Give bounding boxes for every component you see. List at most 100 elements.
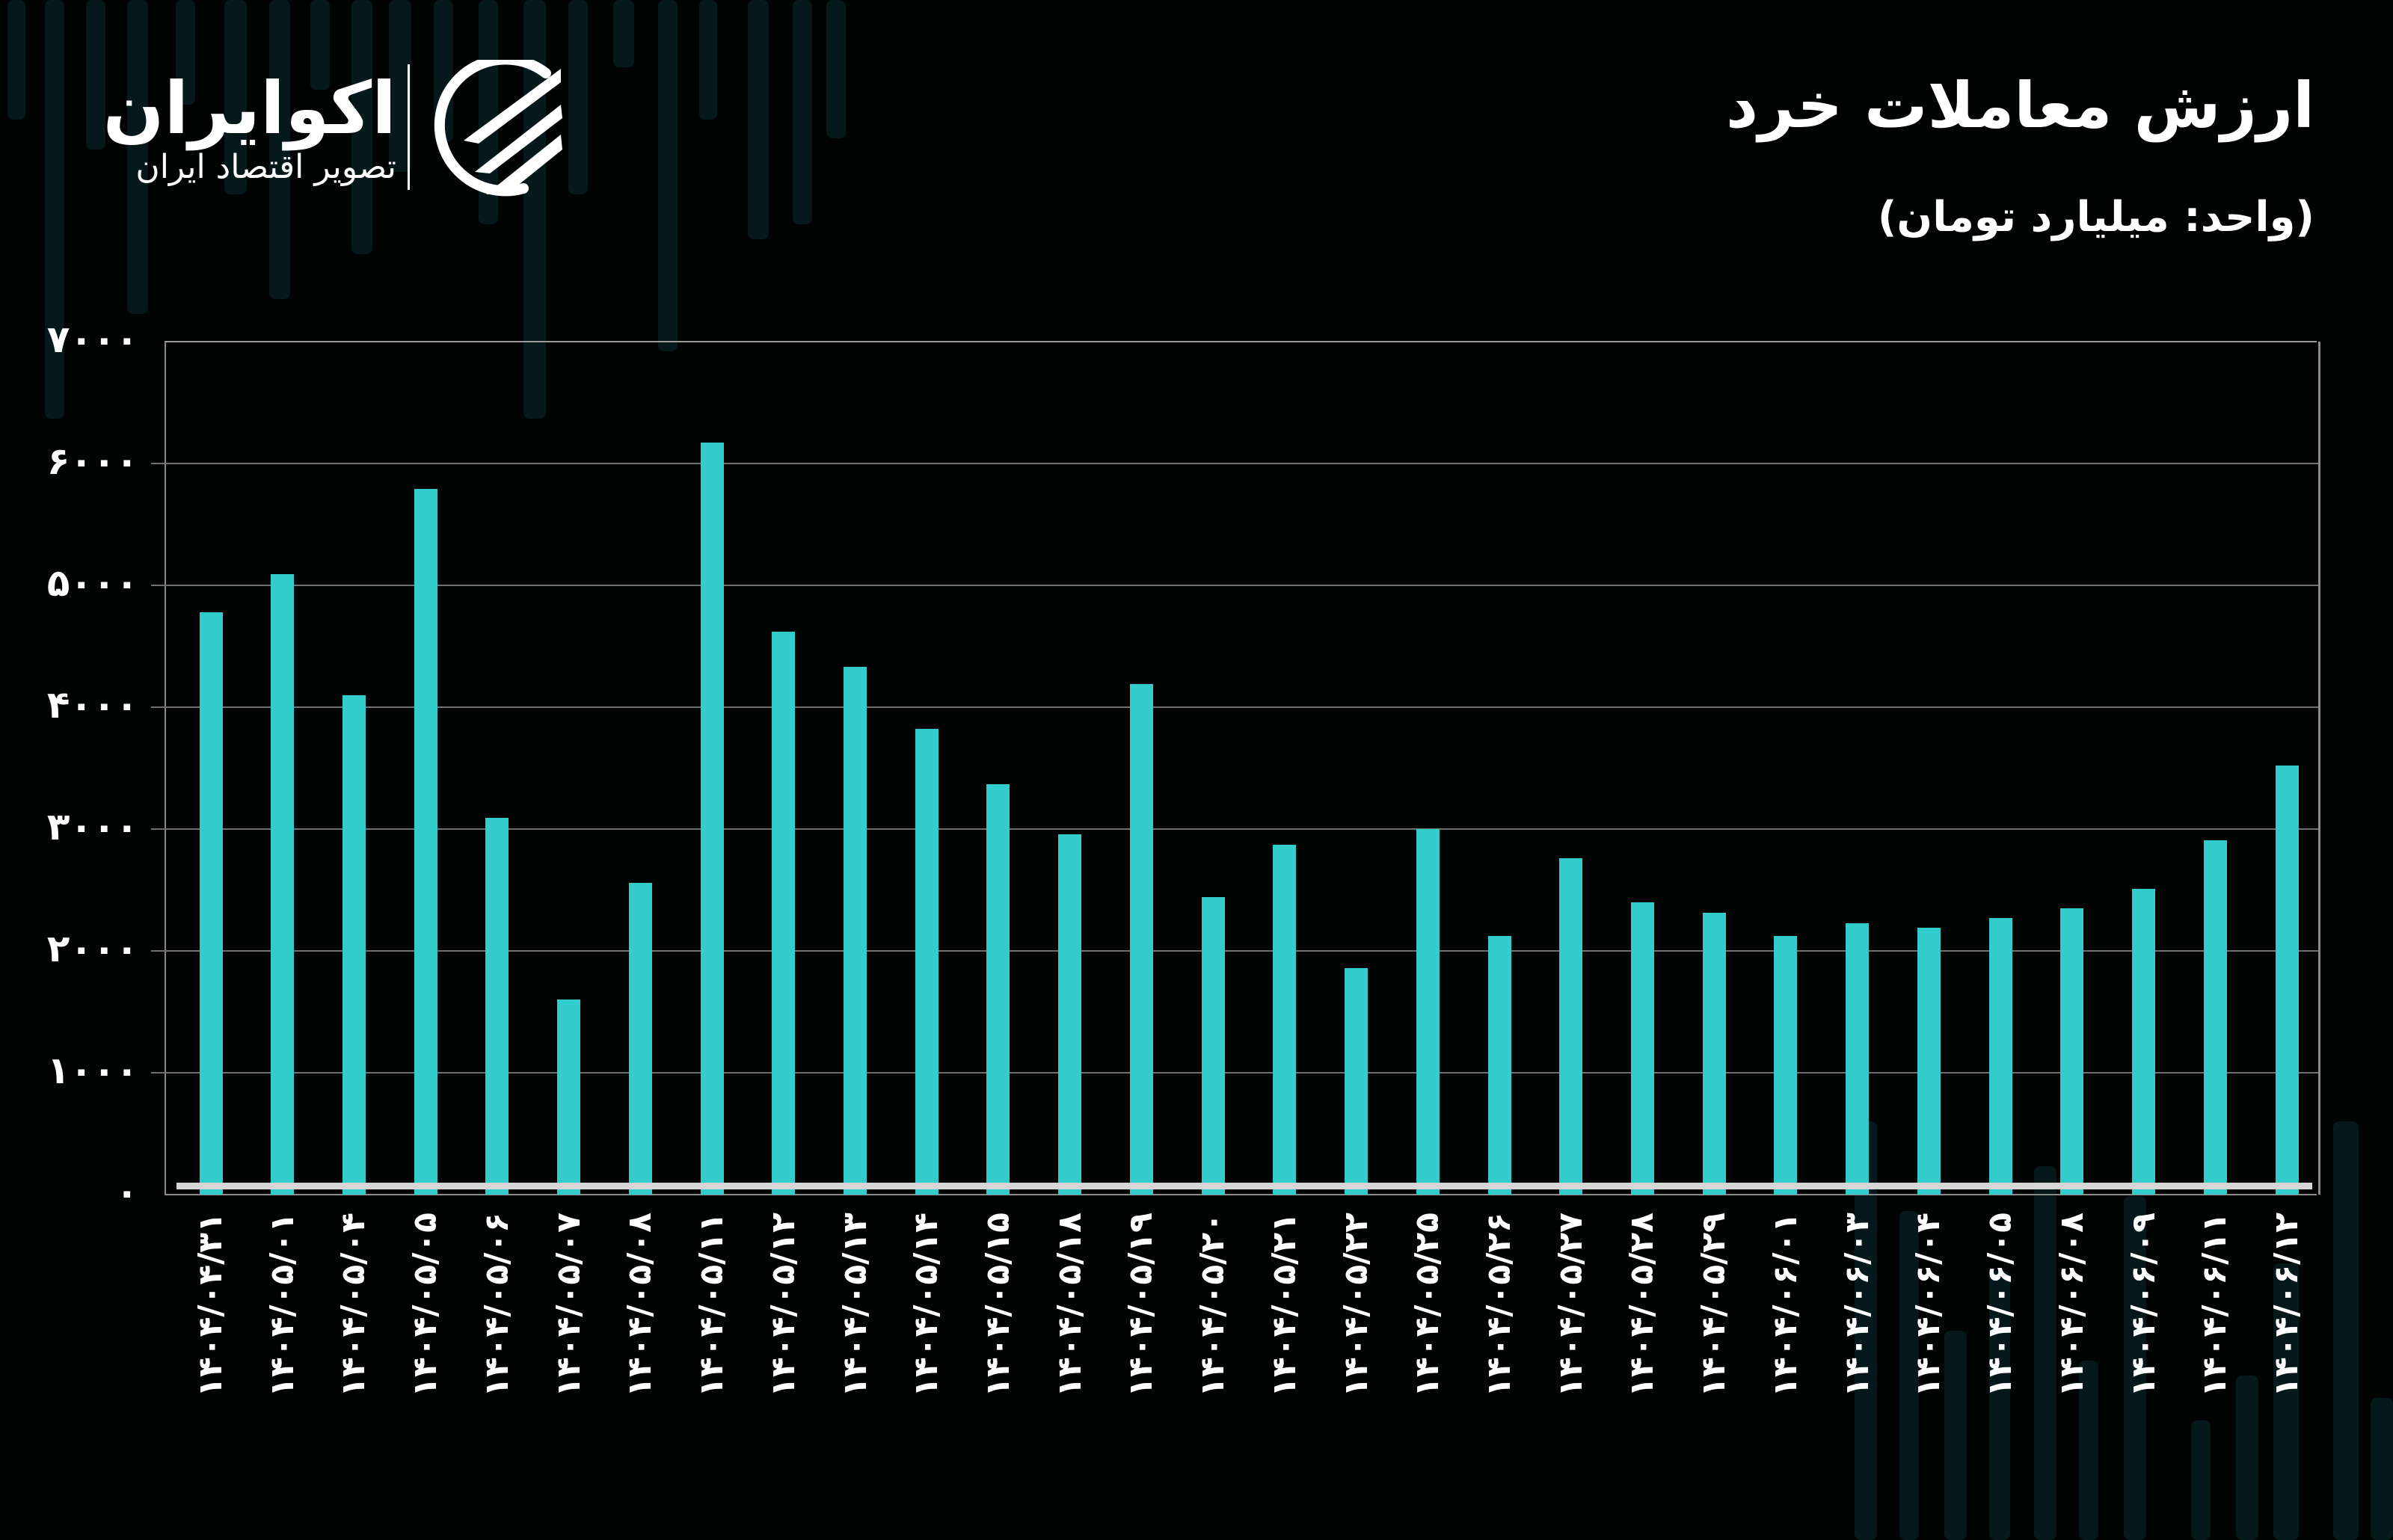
bar: [2132, 888, 2156, 1195]
decorative-bar: [2236, 1376, 2258, 1540]
y-tick-label: ۷۰۰۰: [46, 318, 138, 361]
y-tick-label: ۴۰۰۰: [46, 683, 138, 727]
gridline: [151, 950, 2318, 952]
plot-top-border: [165, 341, 2317, 342]
gridline: [151, 1072, 2318, 1074]
bar: [1345, 967, 1368, 1195]
bar: [1917, 928, 1941, 1195]
y-tick-label: ۰: [115, 1171, 138, 1214]
decorative-bar: [127, 0, 148, 314]
bar: [1201, 897, 1225, 1195]
bar: [2203, 840, 2227, 1195]
bar: [1058, 834, 1082, 1195]
bar: [1846, 923, 1870, 1195]
decorative-bar: [748, 0, 769, 239]
logo-wordmark: اکوایران: [102, 67, 396, 150]
bar: [1630, 902, 1654, 1195]
x-tick-label: ۱۴۰۴/۰۶/۰۳: [1837, 1213, 1876, 1397]
decorative-bar: [2079, 1361, 2098, 1540]
gridline: [151, 706, 2318, 708]
x-tick-label: ۱۴۰۴/۰۵/۱۱: [692, 1213, 731, 1397]
x-tick-label: ۱۴۰۴/۰۵/۰۱: [262, 1213, 301, 1397]
x-tick-label: ۱۴۰۴/۰۴/۳۱: [191, 1213, 230, 1397]
decorative-bar: [2371, 1398, 2393, 1540]
x-tick-label: ۱۴۰۴/۰۵/۲۹: [1695, 1213, 1733, 1397]
decorative-bar: [1989, 1271, 2010, 1540]
bar: [2060, 908, 2084, 1195]
decorative-bar: [7, 0, 25, 120]
y-tick-label: ۳۰۰۰: [46, 805, 138, 848]
decorative-bar: [224, 0, 247, 194]
y-tick-label: ۶۰۰۰: [46, 440, 138, 483]
bar: [199, 612, 223, 1195]
bar: [1129, 684, 1153, 1195]
decorative-bar: [1899, 1211, 1919, 1540]
decorative-bar: [2333, 1121, 2359, 1540]
ecoiran-logo-icon: [434, 60, 562, 197]
bar: [1416, 829, 1440, 1195]
bar: [485, 818, 509, 1195]
x-tick-label: ۱۴۰۴/۰۵/۲۰: [1194, 1213, 1232, 1397]
bar: [628, 882, 652, 1195]
decorative-bar: [1944, 1331, 1967, 1540]
x-tick-label: ۱۴۰۴/۰۵/۱۳: [835, 1213, 874, 1397]
y-tick-label: ۱۰۰۰: [46, 1049, 138, 1092]
x-tick-label: ۱۴۰۴/۰۵/۱۴: [907, 1213, 946, 1397]
decorative-bar: [269, 0, 290, 299]
x-tick-label: ۱۴۰۴/۰۵/۱۹: [1122, 1213, 1161, 1397]
bar: [1559, 858, 1583, 1195]
decorative-bar: [2034, 1166, 2056, 1540]
logo-divider: [408, 64, 410, 190]
bar: [772, 631, 796, 1195]
x-tick-label: ۱۴۰۴/۰۵/۱۵: [978, 1213, 1017, 1397]
gridline: [151, 585, 2318, 586]
decorative-bar: [826, 0, 846, 138]
x-tick-label: ۱۴۰۴/۰۶/۰۸: [2052, 1213, 2091, 1397]
x-tick-label: ۱۴۰۴/۰۶/۱۱: [2196, 1213, 2234, 1397]
decorative-bar: [699, 0, 717, 120]
bar: [414, 489, 437, 1195]
bar: [1988, 917, 2012, 1195]
x-tick-label: ۱۴۰۴/۰۵/۱۸: [1050, 1213, 1089, 1397]
gridline: [151, 463, 2318, 464]
gridline: [151, 828, 2318, 830]
decorative-bar: [2124, 1196, 2146, 1540]
x-tick-label: ۱۴۰۴/۰۶/۰۵: [1981, 1213, 2020, 1397]
x-tick-label: ۱۴۰۴/۰۵/۲۶: [1480, 1213, 1519, 1397]
decorative-bar: [793, 0, 812, 224]
decorative-bar: [613, 0, 634, 67]
bar: [271, 574, 295, 1195]
decorative-bar: [310, 0, 330, 90]
x-tick-label: ۱۴۰۴/۰۶/۰۹: [2124, 1213, 2163, 1397]
bar: [1273, 845, 1297, 1195]
x-tick-label: ۱۴۰۴/۰۶/۰۴: [1909, 1213, 1948, 1397]
y-tick-label: ۲۰۰۰: [46, 927, 138, 970]
chart-unit-subtitle: (واحد: میلیارد تومان): [1877, 193, 2314, 241]
decorative-bar: [2191, 1420, 2211, 1540]
x-tick-label: ۱۴۰۴/۰۵/۰۸: [621, 1213, 660, 1397]
x-tick-label: ۱۴۰۴/۰۵/۲۵: [1408, 1213, 1447, 1397]
decorative-bar: [568, 0, 588, 194]
x-tick-label: ۱۴۰۴/۰۵/۰۷: [549, 1213, 588, 1397]
decorative-bar: [45, 0, 64, 419]
bar: [2275, 766, 2299, 1195]
bar: [557, 1000, 581, 1195]
x-tick-label: ۱۴۰۴/۰۵/۰۴: [334, 1213, 373, 1397]
decorative-bar: [86, 0, 105, 150]
bar: [1487, 936, 1511, 1195]
x-tick-label: ۱۴۰۴/۰۵/۲۲: [1336, 1213, 1375, 1397]
decorative-bar: [176, 0, 195, 105]
zero-baseline: [176, 1183, 2312, 1189]
x-tick-label: ۱۴۰۴/۰۶/۱۲: [2267, 1213, 2306, 1397]
logo-tagline: تصویر اقتصاد ایران: [135, 148, 396, 186]
x-tick-label: ۱۴۰۴/۰۵/۲۸: [1623, 1213, 1662, 1397]
decorative-bar: [658, 0, 678, 351]
bar: [342, 694, 366, 1195]
x-axis-line: [165, 1194, 2317, 1195]
decorative-bar: [351, 0, 372, 254]
decorative-bar: [2273, 1263, 2299, 1540]
bar: [844, 667, 867, 1195]
x-tick-label: ۱۴۰۴/۰۵/۲۷: [1551, 1213, 1590, 1397]
bar: [915, 729, 939, 1195]
bar: [1702, 913, 1726, 1195]
